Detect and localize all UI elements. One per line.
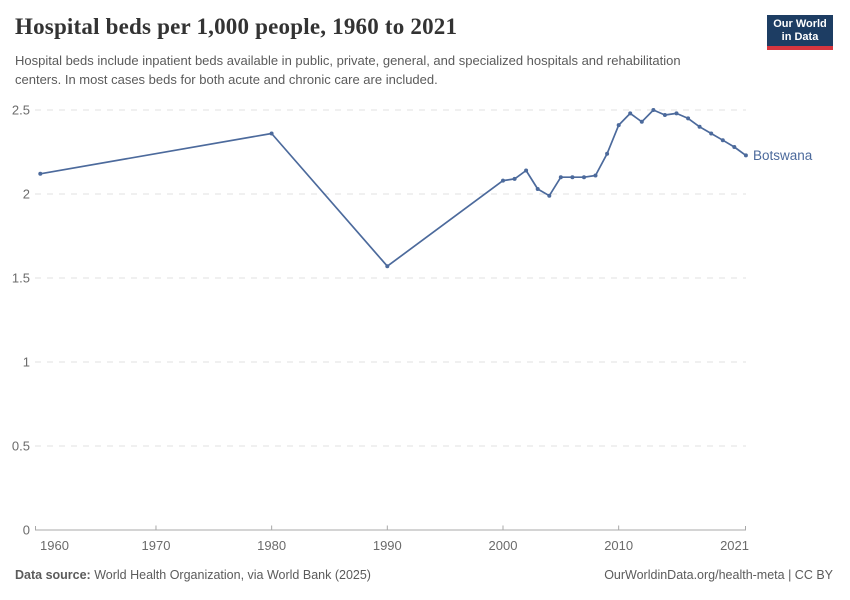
data-point[interactable] xyxy=(628,111,633,116)
data-point[interactable] xyxy=(639,119,644,124)
data-point[interactable] xyxy=(709,131,714,136)
data-point[interactable] xyxy=(697,124,702,129)
x-axis-tick-label: 2000 xyxy=(489,538,518,553)
data-point[interactable] xyxy=(743,153,748,158)
series-line[interactable] xyxy=(39,109,747,268)
data-point[interactable] xyxy=(582,175,586,180)
y-axis-tick-label: 2 xyxy=(23,187,30,202)
data-point[interactable] xyxy=(593,173,598,178)
data-point[interactable] xyxy=(662,113,667,117)
y-axis-tick-label: 2.5 xyxy=(12,103,30,118)
y-axis-tick-label: 1.5 xyxy=(12,271,30,286)
data-point[interactable] xyxy=(616,123,621,128)
footer-license-link[interactable]: OurWorldinData.org/health-meta | CC BY xyxy=(604,568,833,582)
owid-logo-line-1: Our World xyxy=(773,18,827,30)
entity-label[interactable]: Botswana xyxy=(753,148,813,163)
x-axis-tick-label: 1980 xyxy=(257,538,286,553)
data-point[interactable] xyxy=(686,116,691,121)
page-title: Hospital beds per 1,000 people, 1960 to … xyxy=(15,14,458,39)
data-point[interactable] xyxy=(720,138,725,143)
data-point[interactable] xyxy=(674,111,679,116)
x-axis-tick-label: 2021 xyxy=(720,538,749,553)
owid-logo-red-bar xyxy=(767,46,833,50)
y-axis-tick-label: 1 xyxy=(23,355,30,370)
x-axis-tick-label: 1970 xyxy=(142,538,171,553)
data-point[interactable] xyxy=(558,175,563,180)
y-axis-tick-label: 0.5 xyxy=(12,439,30,454)
data-point[interactable] xyxy=(501,178,505,183)
owid-logo[interactable]: Our World in Data xyxy=(767,15,833,50)
data-point[interactable] xyxy=(269,131,274,136)
data-point[interactable] xyxy=(512,176,517,181)
data-point[interactable] xyxy=(38,171,43,176)
data-point[interactable] xyxy=(385,264,390,269)
owid-logo-box: Our World in Data xyxy=(767,15,833,46)
data-source-label: Data source: xyxy=(15,568,91,582)
x-axis-tick-label: 2010 xyxy=(604,538,633,553)
page-subtitle: Hospital beds include inpatient beds ava… xyxy=(15,53,681,87)
data-point[interactable] xyxy=(651,108,656,112)
x-axis-tick-label: 1990 xyxy=(373,538,402,553)
data-point[interactable] xyxy=(570,175,575,180)
y-axis-tick-label: 0 xyxy=(23,523,30,538)
data-source-note: Data source: World Health Organization, … xyxy=(15,568,371,582)
data-point[interactable] xyxy=(524,168,529,173)
data-point[interactable] xyxy=(535,187,540,191)
data-point[interactable] xyxy=(547,193,552,198)
owid-logo-line-2: in Data xyxy=(781,31,819,43)
data-point[interactable] xyxy=(732,145,737,149)
data-source-text: World Health Organization, via World Ban… xyxy=(90,568,371,582)
data-point[interactable] xyxy=(605,151,610,156)
x-axis-tick-label: 1960 xyxy=(40,538,69,553)
chart-footer: Data source: World Health Organization, … xyxy=(0,568,850,582)
